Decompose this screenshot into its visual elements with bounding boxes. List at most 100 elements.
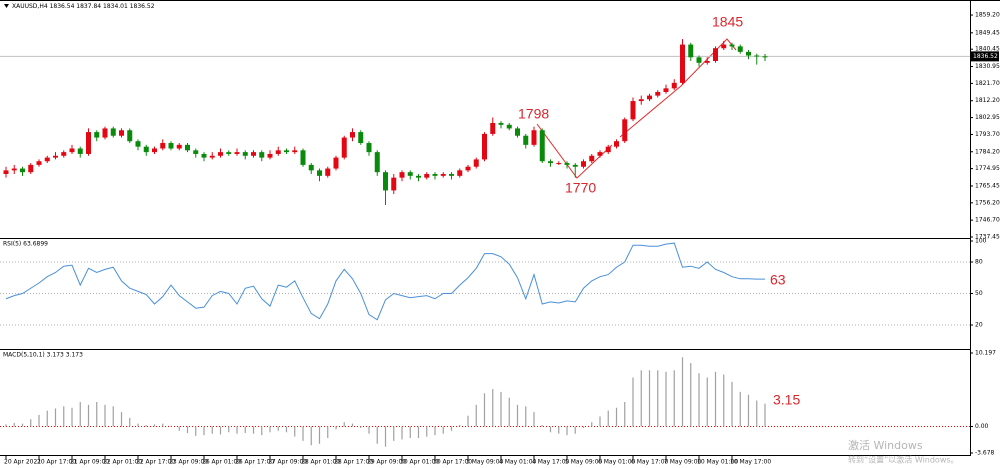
macd-title: MACD(5,10,1) 3.173 3.173 <box>3 352 83 359</box>
candle-body <box>209 155 215 158</box>
x-tick-label: 7 May 09:00 <box>664 459 702 466</box>
y-tick-label: 1793.70 <box>975 131 1000 138</box>
y-tick-label: 1802.95 <box>975 114 1000 121</box>
candle-body <box>317 170 322 176</box>
candle-body <box>746 51 751 56</box>
annotation: 1798 <box>518 106 549 122</box>
candle-body <box>143 146 149 153</box>
x-tick-label: 28 Apr 01:00 <box>301 459 340 466</box>
candle-body <box>11 168 17 171</box>
x-tick-label: 6 May 17:00 <box>631 459 669 466</box>
candle-body <box>721 44 727 49</box>
price-label-box <box>971 51 999 62</box>
annotation: 3.15 <box>773 392 800 408</box>
candle-body <box>44 157 50 162</box>
panel-frames <box>0 0 1000 456</box>
candle-body <box>416 175 421 178</box>
y-tick-label: 1849.45 <box>975 29 1000 36</box>
candle-body <box>680 44 685 83</box>
candle-body <box>201 153 207 158</box>
candle-body <box>267 153 273 158</box>
x-tick-label: 27 Apr 09:00 <box>268 459 307 466</box>
y-tick-label: 1821.70 <box>975 80 1000 87</box>
y-tick-label: -3.678 <box>975 450 995 457</box>
y-tick-label: 10.197 <box>975 350 996 357</box>
x-tick-label: 26 Apr 01:00 <box>202 459 241 466</box>
candle-body <box>383 172 388 191</box>
candle-body <box>341 137 347 158</box>
y-tick-label: 20 <box>975 322 983 329</box>
y-tick-label: 100 <box>975 238 987 245</box>
candle-body <box>20 168 25 173</box>
candle-body <box>176 144 182 149</box>
candle-body <box>531 130 537 145</box>
candle-body <box>754 55 760 57</box>
candle-body <box>482 133 487 160</box>
y-tick-label: 1774.95 <box>975 165 1000 172</box>
candle-body <box>358 132 364 144</box>
candle-body <box>440 174 446 176</box>
y-tick-label: 1859.20 <box>975 12 1000 19</box>
y-tick-label: 1784.20 <box>975 148 1000 155</box>
y-tick-label: 80 <box>975 259 983 266</box>
candle-body <box>135 141 141 147</box>
candle-body <box>77 148 83 154</box>
candle-body <box>160 143 166 149</box>
x-tick-label: 30 Apr 17:00 <box>433 459 472 466</box>
candle-body <box>292 150 298 153</box>
y-tick-label: 1830.95 <box>975 63 1000 70</box>
x-tick-label: 6 May 01:00 <box>598 459 636 466</box>
candle-body <box>3 170 9 175</box>
x-tick-label: 4 May 17:00 <box>532 459 570 466</box>
candle-body <box>399 172 405 178</box>
candle-body <box>53 155 58 158</box>
candle-body <box>762 56 768 58</box>
candle-body <box>663 88 669 92</box>
candle-body <box>556 163 562 165</box>
y-tick-label: 0.00 <box>975 423 989 430</box>
y-tick-label: 1756.20 <box>975 199 1000 206</box>
candle-body <box>498 122 504 125</box>
candle-body <box>506 124 512 129</box>
candle-body <box>300 150 306 165</box>
candle-body <box>647 95 652 100</box>
annotation: 63 <box>770 272 786 288</box>
y-tick-label: 1840.45 <box>975 46 1000 53</box>
watermark: 转到“设置”以激活 Windows。 <box>848 455 959 465</box>
candle-body <box>28 164 34 173</box>
candle-body <box>218 152 223 156</box>
candle-body <box>185 144 190 151</box>
candle-body <box>36 161 42 165</box>
candle-body <box>605 146 611 153</box>
candle-body <box>391 177 397 191</box>
candle-body <box>614 141 619 147</box>
candle-body <box>515 128 520 136</box>
x-tick-label: 29 Apr 09:00 <box>367 459 406 466</box>
x-tick-label: 10 May 17:00 <box>730 459 771 466</box>
rsi-title: RSI(5) 63.6899 <box>3 241 48 248</box>
candle-body <box>473 159 479 167</box>
x-tick-label: 26 Apr 17:00 <box>235 459 274 466</box>
x-tick-label: 22 Apr 01:00 <box>103 459 142 466</box>
candle-body <box>704 60 710 63</box>
x-tick-label: 28 Apr 17:00 <box>334 459 373 466</box>
candle-body <box>110 128 116 136</box>
candle-body <box>449 174 454 176</box>
candle-body <box>366 143 372 153</box>
candle-body <box>308 164 314 171</box>
candle-body <box>589 155 595 162</box>
candle-body <box>234 152 240 154</box>
candle-body <box>638 99 644 102</box>
candle-body <box>688 44 694 58</box>
candle-body <box>102 128 108 138</box>
candle-body <box>168 143 174 149</box>
x-tick-label: 4 May 01:00 <box>499 459 537 466</box>
symbol-icon <box>4 4 9 8</box>
candle-body <box>696 57 702 63</box>
candle-body <box>119 130 124 136</box>
candle-body <box>539 130 545 162</box>
candle-body <box>424 174 430 178</box>
candle-body <box>622 119 628 142</box>
